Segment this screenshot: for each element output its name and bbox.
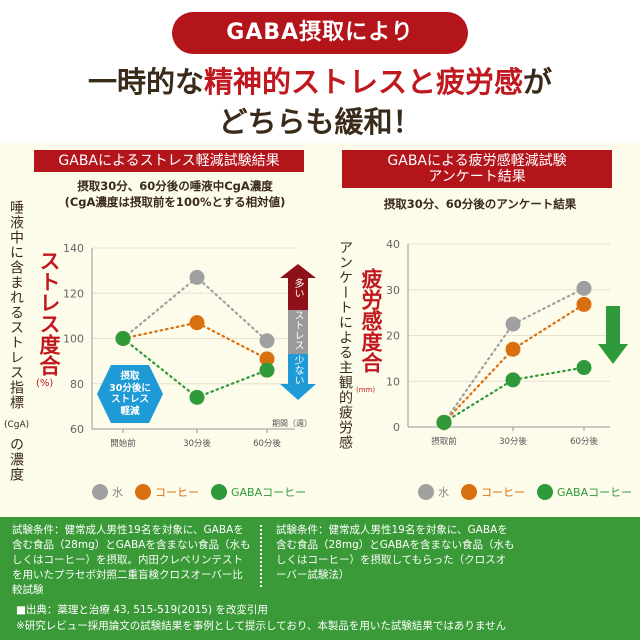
data-point xyxy=(259,351,275,367)
left-ylabel-outer2: の濃度 xyxy=(8,437,24,482)
legend-coffee-marker xyxy=(461,484,477,500)
footer-left-conditions: 試験条件：健常成人男性19名を対象に、GABAを含む食品（28mg）とGABAを… xyxy=(12,524,251,596)
x-tick-label: 60分後 xyxy=(570,436,598,447)
left-subtitle-2: (CgA濃度は摂取前を100%とする相対値) xyxy=(64,195,286,209)
headline-line2: どちらも緩和！ xyxy=(218,105,422,139)
headline-red: 精神的ストレスと疲労感 xyxy=(203,65,523,99)
arrow-bot-label: 少ない xyxy=(292,355,303,385)
legend-gaba-marker xyxy=(537,484,553,500)
left-x-unit: 期間（週） xyxy=(272,419,312,428)
right-title-line1: GABAによる疲労感軽減試験 xyxy=(387,153,567,169)
legend-water: 水 xyxy=(438,486,449,499)
series-line-1 xyxy=(121,321,269,360)
footer-note: ※研究レビュー採用論文の試験結果を事例として提示しており、本製品を用いた試験結果… xyxy=(16,620,507,632)
right-ylabel-red: 疲労感度合 xyxy=(359,268,383,373)
y-tick-label: 80 xyxy=(70,378,84,391)
footer-panel: 試験条件：健常成人男性19名を対象に、GABAを含む食品（28mg）とGABAを… xyxy=(0,517,640,640)
y-tick-label: 30 xyxy=(386,284,400,297)
left-chart-title: GABAによるストレス軽減試験結果 xyxy=(34,150,304,172)
y-tick-label: 0 xyxy=(393,421,400,434)
y-tick-label: 100 xyxy=(63,333,84,346)
data-point xyxy=(189,389,205,405)
left-legend: 水 コーヒー GABAコーヒー xyxy=(92,484,306,500)
legend-coffee: コーヒー xyxy=(481,486,525,499)
data-point xyxy=(115,331,131,346)
down-arrow-icon xyxy=(598,306,628,364)
x-tick-label: 30分後 xyxy=(183,438,211,449)
right-chart-title: GABAによる疲労感軽減試験 アンケート結果 xyxy=(342,150,612,188)
x-tick-label: 摂取前 xyxy=(431,436,457,447)
legend-gaba-marker xyxy=(211,484,227,500)
legend-gaba: GABAコーヒー xyxy=(557,486,633,499)
badge-line: 摂取 xyxy=(120,371,140,382)
right-subtitle: 摂取30分、60分後のアンケート結果 xyxy=(383,197,577,211)
data-point xyxy=(576,360,592,376)
legend-water: 水 xyxy=(112,486,123,499)
arrow-top-label: 多い xyxy=(292,278,303,298)
headline-post: が xyxy=(523,65,553,99)
right-legend: 水 コーヒー GABAコーヒー xyxy=(418,484,632,500)
series-line-0 xyxy=(121,275,269,342)
data-point xyxy=(189,315,205,331)
right-chart: 0 10 20 30 40 摂取前 30分後 60分後 xyxy=(386,238,610,447)
data-point xyxy=(505,341,521,357)
data-point xyxy=(576,280,592,296)
legend-water-marker xyxy=(418,484,434,500)
right-title-line2: アンケート結果 xyxy=(428,169,526,185)
x-tick-label: 開始前 xyxy=(110,438,136,449)
y-tick-label: 140 xyxy=(63,242,84,255)
legend-water-marker xyxy=(92,484,108,500)
data-point xyxy=(576,296,592,312)
left-ylabel-unit: (%) xyxy=(36,378,54,389)
legend-coffee-marker xyxy=(135,484,151,500)
badge-line: ストレス xyxy=(110,394,149,405)
series-line-2 xyxy=(442,366,586,424)
header-pill: GABA摂取により xyxy=(172,12,468,54)
badge-text: 摂取 30分後に ストレス 軽減 xyxy=(97,371,163,417)
x-tick-label: 60分後 xyxy=(253,438,281,449)
headline-pre: 一時的な xyxy=(87,65,204,99)
y-tick-label: 10 xyxy=(386,375,400,388)
stress-arrow-icon xyxy=(280,264,316,400)
x-tick-label: 30分後 xyxy=(499,436,527,447)
left-ylabel-red: ストレス度合 xyxy=(37,250,61,376)
footer-source: ■出典：薬理と治療 43, 515-519(2015) を改変引用 xyxy=(16,604,268,616)
data-point xyxy=(259,333,275,349)
y-tick-label: 20 xyxy=(386,330,400,343)
y-tick-label: 40 xyxy=(386,238,400,251)
left-subtitle-1: 摂取30分、60分後の唾液中CgA濃度 xyxy=(77,179,273,193)
left-chart: 60 80 100 120 140 開始前 30分後 60分後 xyxy=(63,242,295,449)
legend-gaba: GABAコーヒー xyxy=(231,486,307,499)
headline: 一時的な精神的ストレスと疲労感が どちらも緩和！ xyxy=(0,62,640,142)
y-tick-label: 60 xyxy=(70,423,84,436)
data-point xyxy=(505,372,521,388)
right-ylabel-unit: (mm) xyxy=(356,386,376,394)
right-ylabel-outer: アンケートによる主観的疲労感 xyxy=(337,240,353,450)
arrow-mid-label: ストレス xyxy=(292,310,303,350)
badge-line: 軽減 xyxy=(120,405,140,417)
y-tick-label: 120 xyxy=(63,287,84,300)
footer-divider xyxy=(260,525,262,587)
footer-right-conditions: 試験条件：健常成人男性19名を対象に、GABAを含む食品（28mg）とGABAを… xyxy=(276,524,515,581)
data-point xyxy=(505,316,521,332)
data-point xyxy=(436,414,452,430)
left-ylabel-cga: (CgA) xyxy=(4,420,30,430)
badge-hexagon xyxy=(97,365,163,423)
data-point xyxy=(189,269,205,285)
badge-line: 30分後に xyxy=(109,382,151,394)
legend-coffee: コーヒー xyxy=(155,486,199,499)
chart-area-background xyxy=(0,143,640,517)
left-ylabel-outer: 唾液中に含まれるストレス指標 xyxy=(8,200,24,410)
data-point xyxy=(259,362,275,378)
